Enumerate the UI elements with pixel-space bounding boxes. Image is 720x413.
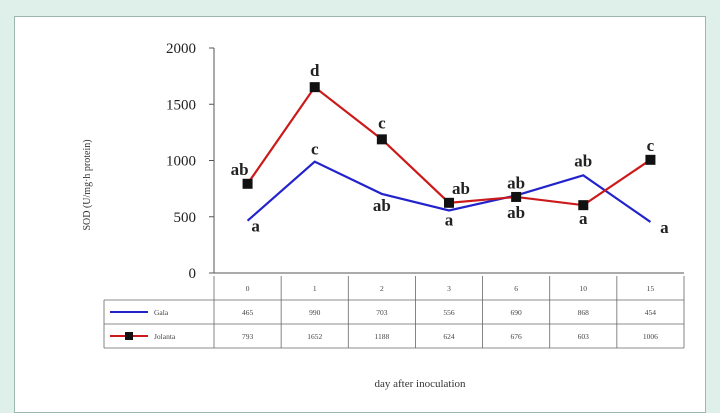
table-cell: 1652 [307,332,322,341]
table-cell: 454 [645,308,657,317]
data-point [309,82,320,93]
table-cell: 690 [511,308,523,317]
y-tick-label: 1500 [166,97,196,113]
x-axis-label: day after inoculation [374,378,466,390]
axes [213,48,684,274]
table-cell: 703 [376,308,388,317]
significance-label: ab [452,179,470,198]
data-point [578,200,589,211]
data-point [376,134,387,145]
table-cell: 603 [578,332,590,341]
significance-label: a [445,210,454,229]
table-cell: 868 [578,308,590,317]
y-tick-label: 2000 [166,41,196,57]
significance-label: ab [373,196,391,215]
table-cell: 465 [242,308,254,317]
series-line [246,85,652,207]
table-cell: 1188 [374,332,389,341]
significance-label: ab [574,151,592,170]
x-category-label: 2 [380,284,384,293]
table-cell: 624 [443,332,455,341]
significance-label: a [579,209,588,228]
significance-label: c [311,140,319,159]
x-category-label: 1 [313,284,317,293]
y-tick-label: 1000 [166,154,196,170]
significance-label: ab [507,203,525,222]
significance-label: ab [231,160,249,179]
x-category-label: 15 [647,284,655,293]
significance-label: d [310,61,320,80]
x-category-label: 10 [580,284,588,293]
table-cell: 990 [309,308,321,317]
legend-marker [125,332,133,340]
y-tick-label: 0 [189,266,197,282]
table-cell: 1006 [643,332,658,341]
legend-label: Jolanta [154,332,176,341]
x-category-label: 3 [447,284,451,293]
legend-label: Gala [154,308,169,317]
significance-label: a [660,218,669,237]
table-cell: 793 [242,332,254,341]
significance-label: ab [507,173,525,192]
data-point [511,191,522,202]
series-line [246,160,652,223]
x-category-label: 6 [514,284,518,293]
y-axis-label: SOD (U/mg·h protein) [82,139,93,230]
data-point [645,154,656,165]
data-point [444,197,454,208]
table-cell: 556 [443,308,455,317]
significance-label: c [378,113,386,132]
data-point [242,178,253,189]
significance-label: c [647,136,655,155]
chart-frame [14,16,706,413]
significance-label: a [251,217,260,236]
table-cell: 676 [511,332,523,341]
y-tick-label: 500 [174,210,197,226]
x-category-label: 0 [246,284,250,293]
